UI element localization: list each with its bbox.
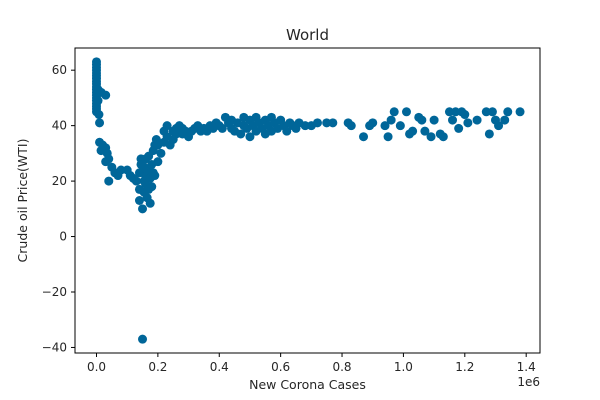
plot-frame (74, 47, 541, 354)
data-point (94, 110, 104, 120)
data-point (389, 107, 399, 117)
y-axis-ticks: −40 −20 0 20 40 60 (42, 63, 75, 354)
data-point (104, 176, 114, 186)
data-point (487, 107, 497, 117)
x-tick-label: 0.2 (148, 360, 167, 374)
data-point (500, 115, 510, 125)
data-point (153, 157, 163, 167)
data-point (454, 123, 464, 133)
data-point (145, 198, 155, 208)
data-point (131, 176, 141, 186)
data-point (395, 121, 405, 131)
data-point (460, 110, 470, 120)
x-tick-label: 1.4 (517, 360, 536, 374)
data-point (408, 126, 418, 136)
y-tick-label: −20 (42, 285, 67, 299)
data-point (101, 90, 111, 100)
data-point (484, 129, 494, 139)
data-point (448, 115, 458, 125)
data-point (236, 129, 246, 139)
data-point (380, 121, 390, 131)
data-point (95, 118, 105, 128)
data-point (494, 121, 504, 131)
x-tick-label: 0.6 (271, 360, 290, 374)
data-point (162, 121, 172, 131)
x-axis-offset-label: 1e6 (517, 375, 540, 389)
data-point (312, 118, 322, 128)
x-axis-ticks: 0.0 0.2 0.4 0.6 0.8 1.0 1.2 1.4 (87, 353, 536, 374)
data-point (472, 115, 482, 125)
data-point (245, 132, 255, 142)
data-point (156, 148, 166, 158)
data-point (401, 107, 411, 117)
y-tick-label: −40 (42, 340, 67, 354)
y-tick-label: 40 (52, 119, 67, 133)
data-point (93, 96, 103, 106)
data-point (134, 196, 144, 205)
data-point (328, 118, 338, 128)
data-point (359, 132, 369, 142)
data-point (368, 118, 378, 128)
x-axis-label: New Corona Cases (249, 377, 366, 392)
data-point (463, 118, 473, 128)
y-tick-label: 20 (52, 174, 67, 188)
scatter-points (91, 57, 525, 344)
data-point (138, 334, 148, 344)
data-point (138, 204, 148, 214)
data-point (104, 154, 114, 164)
y-axis-label: Crude oil Price(WTI) (15, 139, 30, 263)
data-point (150, 171, 160, 181)
x-tick-label: 1.0 (394, 360, 413, 374)
chart-title: World (286, 26, 329, 44)
x-tick-label: 0.0 (87, 360, 106, 374)
y-tick-label: 0 (59, 230, 67, 244)
data-point (426, 132, 436, 142)
data-point (282, 126, 292, 136)
data-point (386, 115, 396, 125)
data-point (147, 182, 157, 192)
data-point (346, 121, 356, 131)
x-tick-label: 1.2 (455, 360, 474, 374)
data-point (217, 123, 227, 133)
x-tick-label: 0.4 (210, 360, 229, 374)
data-point (420, 126, 430, 136)
data-point (417, 115, 427, 125)
data-point (438, 132, 448, 142)
y-tick-label: 60 (52, 63, 67, 77)
x-tick-label: 0.8 (332, 360, 351, 374)
data-point (503, 107, 513, 117)
data-point (429, 115, 439, 125)
data-point (515, 107, 525, 117)
data-point (383, 132, 393, 142)
